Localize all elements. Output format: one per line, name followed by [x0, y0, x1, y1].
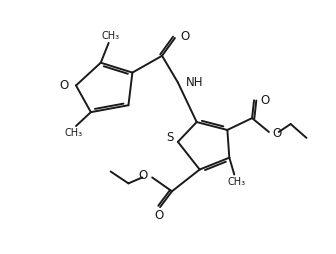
- Text: NH: NH: [186, 76, 203, 89]
- Text: O: O: [260, 94, 269, 107]
- Text: CH₃: CH₃: [101, 31, 120, 41]
- Text: O: O: [60, 79, 69, 92]
- Text: O: O: [181, 30, 190, 43]
- Text: S: S: [167, 131, 174, 144]
- Text: CH₃: CH₃: [227, 177, 245, 187]
- Text: O: O: [155, 209, 164, 221]
- Text: CH₃: CH₃: [65, 128, 83, 138]
- Text: O: O: [273, 128, 282, 140]
- Text: O: O: [138, 169, 147, 182]
